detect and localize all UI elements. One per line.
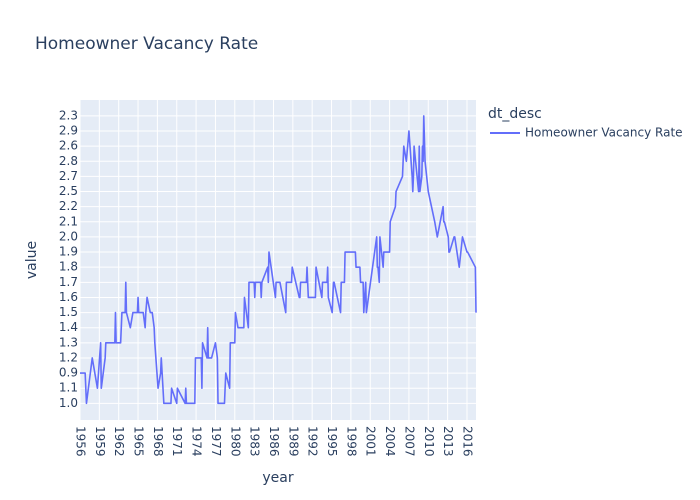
x-tick-label: 2007 [402, 426, 416, 457]
x-tick-label: 1980 [228, 426, 242, 457]
legend-label: Homeowner Vacancy Rate [525, 126, 683, 140]
x-tick-label: 1962 [112, 426, 126, 457]
y-tick-label: 1.6 [59, 290, 78, 304]
x-tick-label: 1968 [151, 426, 165, 457]
y-tick-label: 1.9 [59, 245, 78, 259]
y-tick-label: 1.5 [59, 305, 78, 319]
y-tick-label: 2.9 [59, 124, 78, 138]
x-tick-label: 1959 [93, 426, 107, 457]
y-tick-label: 2.0 [59, 229, 78, 243]
x-tick-label: 1965 [132, 426, 146, 457]
y-tick-label: 1.4 [59, 320, 78, 334]
y-tick-label: 1.0 [59, 396, 78, 410]
line-series [80, 115, 477, 405]
y-tick-label: 2.1 [59, 214, 78, 228]
y-tick-label: 0.9 [59, 366, 78, 380]
x-tick-label: 1974 [190, 426, 204, 457]
y-tick-label: 2.6 [59, 139, 78, 153]
y-tick-label: 1.3 [59, 335, 78, 349]
y-tick-label: 2.3 [59, 108, 78, 122]
x-tick-label: 1971 [170, 426, 184, 457]
x-tick-label: 1989 [286, 426, 300, 457]
y-axis-title: value [24, 241, 40, 279]
x-tick-label: 1977 [209, 426, 223, 457]
x-tick-label: 1986 [267, 426, 281, 457]
x-tick-label: 1992 [306, 426, 320, 457]
y-tick-label: 2.2 [59, 199, 78, 213]
x-tick-label: 1998 [344, 426, 358, 457]
x-tick-label: 2013 [441, 426, 455, 457]
y-tick-label: 1.8 [59, 260, 78, 274]
legend-title: dt_desc [488, 106, 542, 122]
y-tick-label: 1.7 [59, 275, 78, 289]
x-tick-label: 1956 [74, 426, 88, 457]
y-tick-label: 2.7 [59, 169, 78, 183]
x-tick-label: 2010 [422, 426, 436, 457]
y-tick-label: 2.5 [59, 184, 78, 198]
x-axis-title: year [262, 470, 293, 486]
chart-title: Homeowner Vacancy Rate [35, 34, 258, 54]
x-tick-label: 2004 [383, 426, 397, 457]
x-tick-label: 2016 [460, 426, 474, 457]
y-tick-label: 1.1 [59, 381, 78, 395]
y-tick-label: 2.8 [59, 154, 78, 168]
x-tick-label: 2001 [364, 426, 378, 457]
y-tick-label: 1.2 [59, 350, 78, 364]
x-tick-label: 1983 [248, 426, 262, 457]
x-tick-label: 1995 [325, 426, 339, 457]
plot-area [80, 100, 476, 420]
